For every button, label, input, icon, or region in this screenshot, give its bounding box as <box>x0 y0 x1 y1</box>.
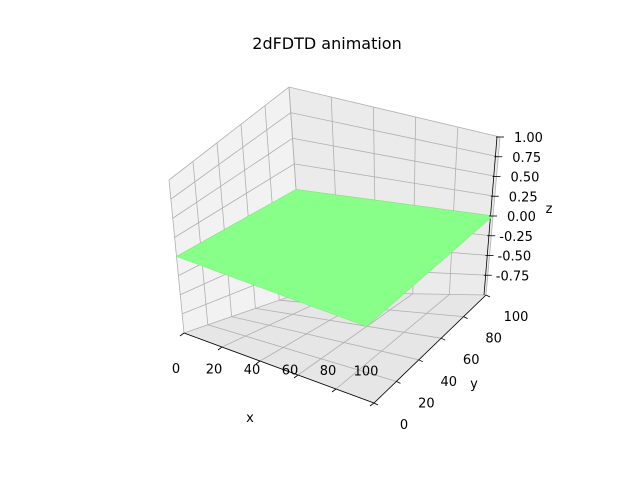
x-tick-label: 100 <box>354 365 379 380</box>
x-tick-mark <box>331 388 337 393</box>
y-tick-mark <box>441 337 446 341</box>
y-tick-mark <box>418 359 423 363</box>
x-tick-label: 80 <box>320 364 337 379</box>
x-tick-mark <box>293 374 299 379</box>
z-tick-label: -0.50 <box>498 250 532 265</box>
z-tick-label: 0.75 <box>512 151 541 166</box>
x-tick-label: 20 <box>206 363 223 378</box>
gridline-x-floor <box>335 294 450 390</box>
y-tick-mark <box>485 294 491 298</box>
y-tick-mark <box>463 316 468 319</box>
gridline-y-floor <box>255 308 442 339</box>
z-tick-label: 0.00 <box>507 210 536 225</box>
gridline-y-floor <box>207 324 397 382</box>
axis-edge-x <box>183 332 375 404</box>
x-axis-label: x <box>246 411 254 426</box>
y-tick-label: 20 <box>418 396 435 411</box>
z-tick-label: -0.25 <box>499 230 533 245</box>
y-tick-mark <box>373 402 379 406</box>
z-tick-label: 1.00 <box>514 131 543 146</box>
gridline-z <box>168 86 501 181</box>
z-axis-label: z <box>546 202 553 217</box>
y-tick-mark <box>396 381 401 384</box>
x-tick-mark <box>217 346 223 351</box>
x-tick-label: 60 <box>282 364 299 379</box>
gridline-z <box>170 112 499 200</box>
z-tick-label: 0.50 <box>511 171 540 186</box>
axis-edge-y <box>373 294 487 404</box>
y-tick-label: 0 <box>400 418 408 433</box>
axis-ticks: 0 20 40 60 80 100020406080100-0.75-0.50-0.250… <box>172 131 543 433</box>
gridline-z <box>174 163 495 238</box>
y-tick-label: 40 <box>441 375 458 390</box>
y-tick-label: 80 <box>485 332 502 347</box>
pane-floor <box>184 292 486 403</box>
y-tick-label: 60 <box>463 353 480 368</box>
z-tick-label: 0.25 <box>509 190 538 205</box>
x-tick-mark <box>369 402 375 407</box>
y-axis-label: y <box>470 377 478 392</box>
x-tick-label: 0 <box>172 362 180 377</box>
z-tick-label: -0.75 <box>496 269 530 284</box>
chart-title: 2dFDTD animation <box>252 34 401 53</box>
x-tick-mark <box>255 360 261 365</box>
x-tick-mark <box>179 332 185 337</box>
gridline-x-floor <box>297 293 414 376</box>
x-tick-label: 40 <box>244 363 261 378</box>
y-tick-label: 100 <box>504 310 529 325</box>
gridline-y-floor <box>231 316 419 361</box>
gridline-x-floor <box>183 291 304 334</box>
gridline-z <box>172 137 497 219</box>
